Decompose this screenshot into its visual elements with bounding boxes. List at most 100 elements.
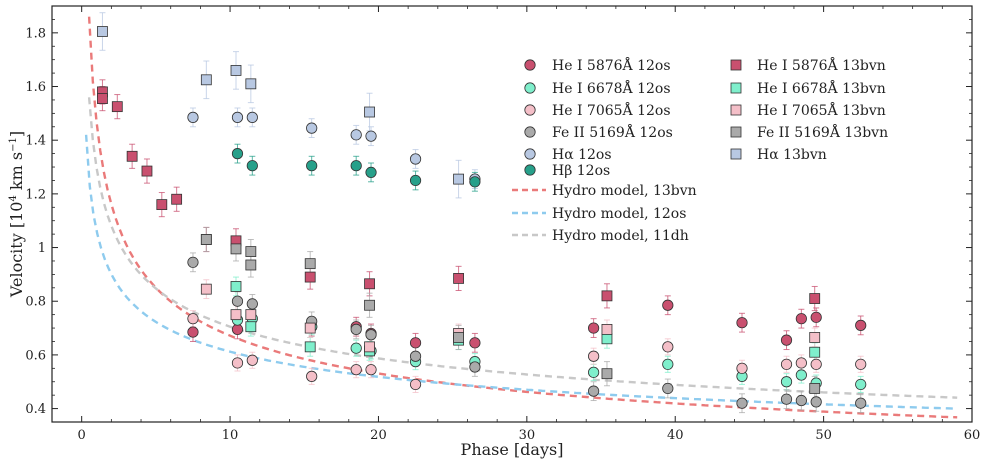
data-point-square (364, 341, 375, 353)
plot-frame (51, 5, 973, 423)
legend-label: Hydro model, 13bvn (552, 183, 697, 199)
legend-entry: He I 7065Å 12os (524, 101, 671, 119)
data-point-circle (780, 376, 793, 388)
data-point-square (200, 234, 212, 245)
data-point-square (304, 258, 316, 270)
data-point-circle (662, 382, 674, 395)
data-point-square (809, 293, 821, 304)
axis-ticks (52, 6, 973, 423)
legend-entry: He I 5876Å 12os (524, 56, 671, 74)
data-point-square (230, 65, 242, 76)
data-point-circle (409, 174, 422, 187)
data-point-circle (365, 329, 377, 341)
legend-label: Fe II 5169Å 13bvn (757, 123, 888, 141)
legend-label: He I 6678Å 13bvn (757, 79, 886, 97)
legend-entry: Fe II 5169Å 13bvn (730, 123, 888, 141)
data-point-square (809, 346, 821, 358)
legend-entry: Fe II 5169Å 12os (524, 123, 673, 141)
hydro-model-curves (84, 16, 958, 419)
legend-entry: Hα 12os (524, 147, 612, 163)
legend-label: Hydro model, 11dh (552, 228, 689, 244)
data-point-square (304, 322, 316, 334)
data-point-circle (365, 364, 377, 376)
legend-label: Hydro model, 12os (552, 206, 686, 222)
legend-entry: Hydro model, 12os (512, 206, 686, 222)
hydro-model-curve (87, 16, 958, 419)
data-point-square (156, 199, 168, 211)
data-point-circle (662, 341, 674, 353)
legend-entry: Hα 13bvn (730, 147, 827, 163)
y-tick-label: 1.8 (25, 26, 46, 41)
data-point-square (601, 290, 613, 302)
data-point-square (230, 243, 242, 255)
legend-marker (730, 82, 742, 94)
legend-entry: He I 5876Å 13bvn (730, 56, 886, 74)
data-point-circle (810, 396, 822, 408)
legend-marker (524, 82, 536, 94)
data-markers (97, 26, 867, 409)
data-point-circle (246, 298, 258, 310)
data-point-circle (409, 153, 422, 165)
x-axis-title: Phase [days] (461, 440, 564, 459)
data-point-circle (350, 160, 362, 172)
legend-marker (524, 148, 536, 160)
data-point-circle (780, 358, 793, 370)
legend-marker (524, 59, 536, 71)
data-point-square (245, 259, 257, 271)
data-point-square (601, 324, 613, 335)
legend-label: Hα 12os (552, 147, 612, 163)
data-point-square (111, 101, 123, 113)
data-point-circle (736, 362, 748, 374)
legend-entry: Hβ 12os (524, 163, 610, 179)
data-point-circle (662, 358, 674, 370)
data-point-circle (855, 358, 867, 370)
data-point-circle (780, 334, 793, 346)
legend-entry: He I 6678Å 12os (524, 79, 671, 97)
data-point-square (453, 173, 464, 185)
data-point-circle (246, 160, 258, 172)
data-point-circle (187, 256, 199, 268)
legend-label: He I 6678Å 12os (552, 79, 671, 97)
y-axis-title: Velocity [104 km s−1] (7, 131, 26, 298)
data-point-circle (409, 350, 422, 362)
data-point-circle (350, 129, 362, 141)
data-point-circle (736, 397, 748, 409)
data-point-circle (187, 326, 199, 338)
data-point-circle (588, 350, 600, 362)
data-point-square (809, 332, 821, 343)
legend-entry: Hydro model, 13bvn (512, 183, 697, 199)
data-point-circle (795, 357, 807, 369)
data-point-square (601, 333, 613, 345)
data-point-circle (588, 385, 600, 397)
legend-marker (524, 164, 536, 176)
data-point-circle (306, 160, 318, 172)
data-point-circle (795, 313, 807, 325)
data-point-circle (187, 313, 199, 325)
data-point-circle (469, 176, 481, 188)
x-tick-label: 40 (667, 428, 684, 443)
legend-label: He I 5876Å 13bvn (757, 56, 886, 74)
legend-marker (730, 104, 742, 116)
data-point-circle (469, 361, 481, 373)
data-point-circle (306, 370, 318, 382)
data-point-square (364, 278, 375, 290)
data-point-circle (231, 323, 244, 336)
data-point-circle (187, 111, 199, 123)
data-point-square (601, 368, 613, 380)
data-point-circle (231, 295, 244, 307)
legend-marker (524, 104, 536, 116)
legend-entry: He I 7065Å 13bvn (730, 101, 886, 119)
data-point-circle (588, 366, 600, 378)
data-point-square (97, 93, 108, 104)
data-point-circle (350, 364, 362, 376)
data-point-square (304, 271, 316, 283)
data-point-square (126, 150, 138, 162)
legend-entry: He I 6678Å 13bvn (730, 79, 886, 97)
data-point-square (230, 281, 242, 292)
data-point-circle (365, 130, 377, 142)
hydro-model-curve (87, 97, 958, 399)
legend: He I 5876Å 12os He I 6678Å 12os He I 706… (512, 56, 888, 244)
data-point-circle (736, 317, 748, 329)
y-tick-labels: 0.4 0.6 0.8 1 1.2 1.4 1.6 1.8 (25, 26, 46, 417)
